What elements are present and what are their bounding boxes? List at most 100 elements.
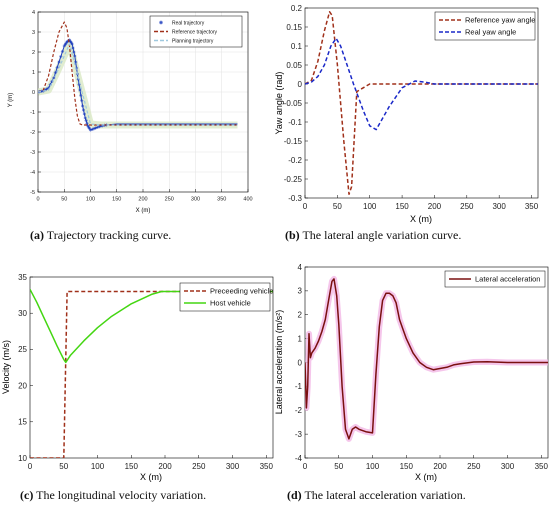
real-trajectory-marker: [99, 124, 103, 128]
y-tick-label: 1: [32, 70, 35, 76]
y-tick-label: -2: [295, 406, 303, 415]
x-axis-label-a: X (m): [136, 208, 151, 214]
y-tick-label: 2: [298, 311, 303, 320]
y-tick-label: 0.1: [291, 42, 303, 51]
y-tick-label: 2: [32, 50, 35, 56]
legend-box: [149, 15, 243, 48]
y-tick-label: -1: [30, 110, 35, 116]
x-tick-label: 0: [303, 462, 308, 471]
real-trajectory-marker: [59, 55, 63, 59]
y-tick-label: -0.1: [288, 118, 302, 127]
x-tick-label: 100: [91, 462, 105, 471]
x-tick-label: 150: [400, 462, 414, 471]
caption-b: (b) The lateral angle variation curve.: [285, 228, 462, 242]
series-line-real-yaw-angle: [305, 37, 538, 131]
caption-c: (c) The longitudinal velocity variation.: [20, 488, 207, 502]
legend-label: Host vehicle: [210, 299, 251, 308]
x-tick-label: 200: [433, 462, 447, 471]
real-trajectory-marker: [101, 124, 105, 128]
y-tick-label: 20: [18, 381, 27, 390]
y-tick-label: 30: [18, 309, 27, 318]
real-trajectory-marker: [82, 112, 86, 116]
x-tick-label: 250: [467, 462, 481, 471]
real-trajectory-marker: [73, 54, 77, 58]
y-tick-label: -0.2: [288, 156, 302, 165]
real-trajectory-marker: [86, 124, 90, 128]
real-trajectory-marker: [39, 89, 44, 93]
x-tick-label: 0: [36, 197, 39, 203]
x-tick-label: 250: [165, 197, 174, 203]
caption-d: (d) The lateral acceleration variation.: [287, 488, 466, 502]
y-tick-label: 1: [298, 334, 303, 343]
y-tick-label: 25: [18, 345, 27, 354]
y-tick-label: 0.15: [286, 23, 302, 32]
real-trajectory-marker: [43, 88, 47, 92]
y-tick-label: -4: [295, 454, 303, 463]
y-axis-label-b: Yaw angle (rad): [275, 72, 284, 135]
y-tick-label: 0: [32, 90, 35, 96]
real-trajectory-marker: [87, 125, 91, 129]
real-trajectory-marker: [71, 46, 75, 50]
y-tick-label: -2: [30, 130, 35, 136]
x-tick-label: 400: [243, 197, 252, 203]
x-axis-label-b: X (m): [410, 214, 432, 224]
real-trajectory-marker: [77, 83, 81, 87]
legend-label: Preceeding vehicle: [210, 287, 273, 296]
x-tick-label: 200: [138, 197, 147, 203]
real-trajectory-marker: [95, 125, 100, 129]
real-trajectory-marker: [83, 116, 87, 120]
real-trajectory-marker: [55, 65, 59, 69]
y-tick-label: 0.2: [291, 4, 303, 13]
legend-box: [179, 282, 271, 312]
real-trajectory-marker: [46, 86, 51, 90]
real-trajectory-marker: [84, 119, 88, 123]
legend-label: Lateral acceleration: [475, 275, 540, 284]
plot-frame-b: [304, 7, 539, 199]
y-tick-label: 4: [298, 263, 303, 272]
legend-label: Reference trajectory: [172, 29, 218, 35]
x-tick-label: 50: [61, 197, 67, 203]
x-tick-label: 350: [535, 462, 549, 471]
real-trajectory-marker: [70, 42, 74, 46]
real-trajectory-marker: [64, 41, 68, 45]
chart-a: 0 50 100 150 200 250 300 350 400-5-4-3-2-101234 …: [8, 10, 253, 214]
real-trajectory-marker: [74, 66, 79, 70]
x-tick-label: 250: [460, 202, 474, 211]
y-tick-label: -5: [30, 190, 35, 196]
x-tick-label: 350: [217, 197, 226, 203]
legend-label: Reference yaw angle: [465, 16, 535, 25]
real-trajectory-marker: [81, 108, 86, 112]
real-trajectory-marker: [67, 38, 72, 42]
y-tick-label: -0.15: [284, 137, 303, 146]
y-axis-label-c: Velocity (m/s): [1, 340, 11, 394]
real-trajectory-marker: [48, 83, 52, 87]
y-tick-label: 0: [298, 80, 303, 89]
legend-box: [434, 11, 536, 41]
y-tick-label: 10: [18, 454, 27, 463]
real-trajectory-marker: [72, 50, 76, 54]
y-tick-label: -4: [30, 170, 35, 176]
real-trajectory-marker: [52, 76, 56, 80]
x-tick-label: 300: [191, 197, 200, 203]
x-tick-label: 150: [112, 197, 121, 203]
acceleration-noise-band: [305, 275, 548, 442]
series-line-host-vehicle: [30, 288, 273, 364]
y-tick-label: -0.25: [284, 175, 303, 184]
x-tick-label: 150: [125, 462, 139, 471]
x-tick-label: 200: [428, 202, 442, 211]
y-tick-label: -3: [295, 430, 303, 439]
caption-a: (a) Trajectory tracking curve.: [30, 228, 172, 242]
y-tick-label: 4: [32, 10, 35, 16]
legend-label: Planning trajectory: [172, 38, 214, 44]
x-tick-label: 200: [158, 462, 172, 471]
x-tick-label: 300: [492, 202, 506, 211]
real-trajectory-marker: [78, 88, 82, 92]
real-trajectory-marker: [94, 126, 98, 130]
real-trajectory-marker: [74, 60, 78, 64]
x-tick-label: 100: [366, 462, 380, 471]
real-trajectory-marker: [85, 121, 89, 125]
real-trajectory-marker: [69, 41, 73, 45]
x-tick-label: 100: [363, 202, 377, 211]
plot-frame-c: [29, 276, 274, 459]
